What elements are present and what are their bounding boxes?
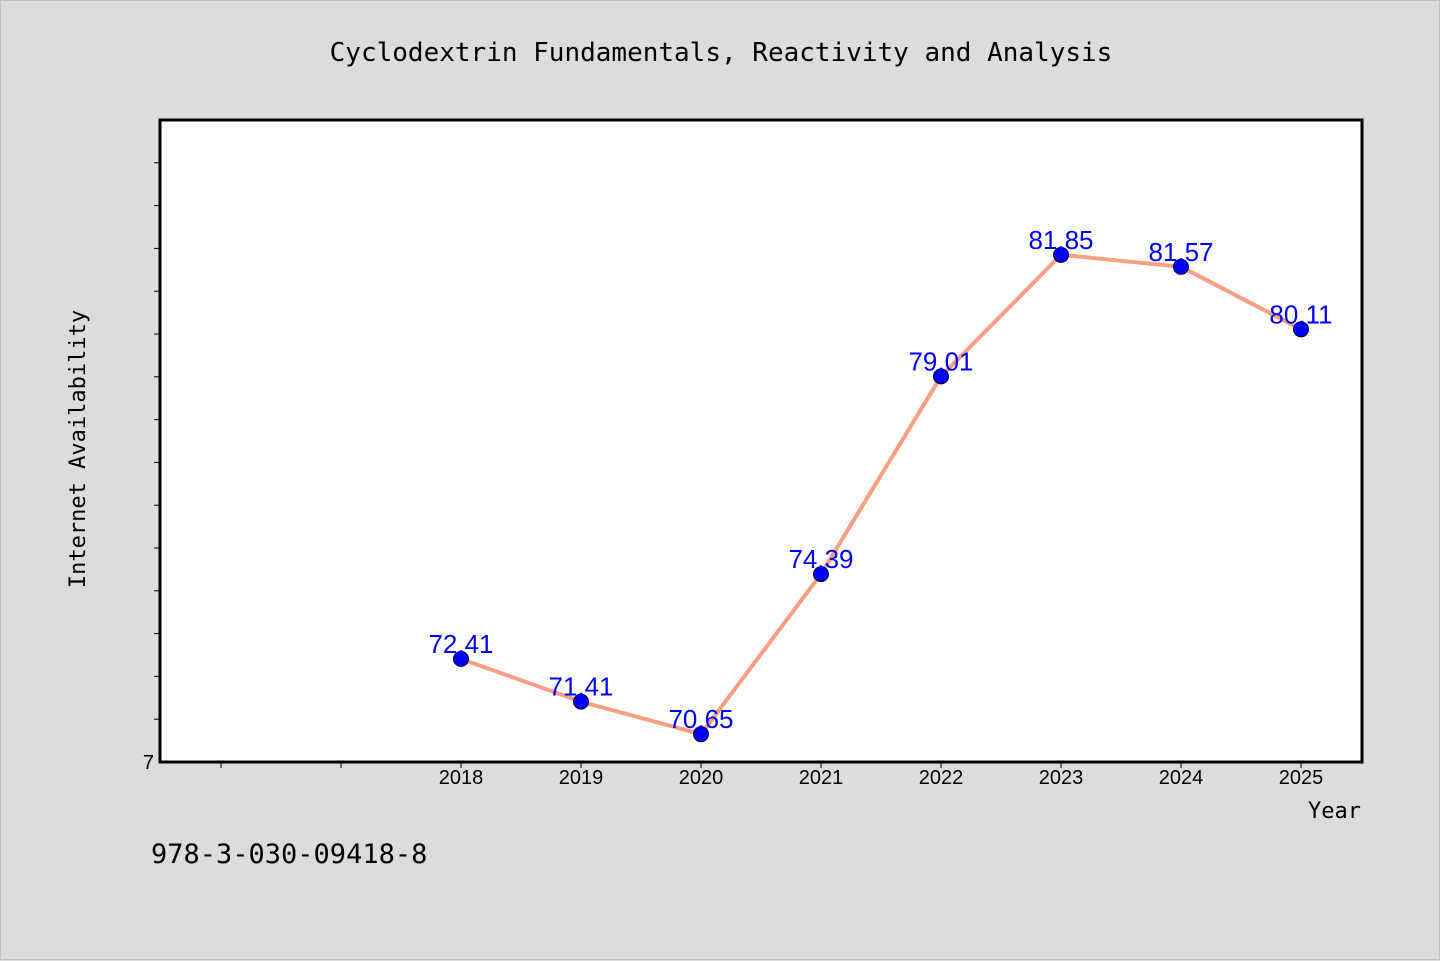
series-line — [460, 252, 1302, 737]
y-axis-ticks: 7 — [143, 162, 160, 774]
data-point — [453, 650, 469, 667]
data-label: 74.39 — [788, 544, 853, 574]
x-tick-label: 2020 — [679, 767, 724, 789]
data-label: 80.11 — [1269, 299, 1332, 329]
x-axis-ticks: 2018 2019 2020 2021 2022 2023 2024 2025 — [220, 762, 1324, 789]
x-tick-label: 2018 — [439, 767, 484, 789]
data-label: 71.41 — [548, 672, 613, 702]
y-tick-label: 7 — [143, 752, 154, 774]
data-label: 70.65 — [668, 704, 733, 734]
data-point — [1053, 246, 1069, 263]
x-tick-label: 2022 — [919, 767, 964, 789]
data-point — [693, 726, 709, 743]
x-tick-label: 2019 — [559, 767, 604, 789]
x-tick-label: 2023 — [1039, 767, 1084, 789]
data-point — [1173, 258, 1189, 275]
data-label: 79.01 — [908, 346, 973, 376]
data-point — [933, 368, 949, 385]
data-label: 81.57 — [1148, 237, 1213, 267]
x-axis-label: Year — [1308, 799, 1361, 824]
series-layer: 72.41 71.41 70.65 74.39 79.01 81.85 81.57 80.11 — [428, 225, 1333, 743]
data-point — [813, 566, 829, 583]
x-tick-label: 2024 — [1159, 767, 1204, 789]
data-point — [573, 693, 589, 710]
x-tick-label: 2021 — [799, 767, 844, 789]
plot-area — [158, 118, 1364, 764]
x-tick-label: 2025 — [1279, 767, 1324, 789]
data-label: 81.85 — [1028, 225, 1093, 255]
y-axis-label: Internet Availability — [66, 310, 91, 588]
isbn-footnote: 978-3-030-09418-8 — [151, 839, 427, 870]
data-point — [1293, 321, 1309, 338]
chart-title: Cyclodextrin Fundamentals, Reactivity an… — [330, 38, 1113, 68]
data-label: 72.41 — [428, 629, 493, 659]
